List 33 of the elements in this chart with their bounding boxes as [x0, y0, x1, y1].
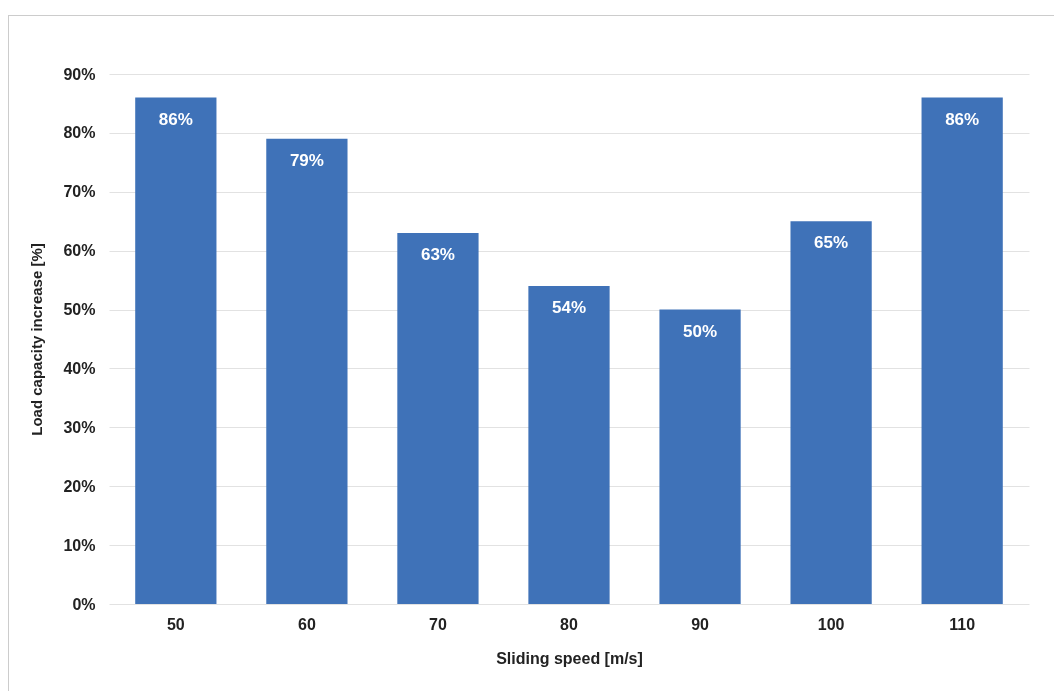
y-axis-title: Load capacity increase [%]: [28, 243, 46, 436]
data-label: 50%: [683, 321, 718, 341]
y-tick-label: 80%: [63, 124, 96, 142]
x-tick-label: 100: [817, 615, 845, 633]
x-tick-label: 70: [429, 615, 447, 633]
x-tick-label: 80: [560, 615, 578, 633]
data-label: 54%: [551, 298, 587, 317]
y-tick-label: 50%: [63, 301, 96, 319]
x-axis-title: Sliding speed [m/s]: [496, 649, 643, 667]
y-tick-label: 70%: [63, 183, 96, 201]
bar: [135, 97, 217, 604]
bar: [266, 138, 348, 604]
x-tick-label: 110: [949, 615, 976, 633]
y-tick-label: 60%: [63, 242, 96, 260]
y-tick-label: 40%: [63, 359, 96, 377]
bar: [790, 221, 872, 604]
y-tick-label: 90%: [63, 65, 96, 83]
x-tick-label: 50: [166, 615, 185, 633]
bar: [397, 233, 479, 604]
y-tick-label: 20%: [63, 477, 96, 495]
data-label: 65%: [814, 233, 849, 253]
y-tick-label: 0%: [72, 595, 96, 613]
y-tick-label: 30%: [63, 418, 96, 436]
bar: [528, 286, 610, 604]
data-label: 63%: [420, 245, 455, 264]
y-tick-label: 10%: [63, 536, 96, 554]
bar: [921, 97, 1003, 604]
bar: [659, 309, 741, 604]
data-label: 86%: [158, 109, 193, 129]
x-tick-label: 60: [297, 615, 316, 633]
x-tick-label: 90: [691, 615, 710, 633]
data-label: 86%: [945, 109, 980, 129]
data-label: 79%: [289, 150, 324, 170]
